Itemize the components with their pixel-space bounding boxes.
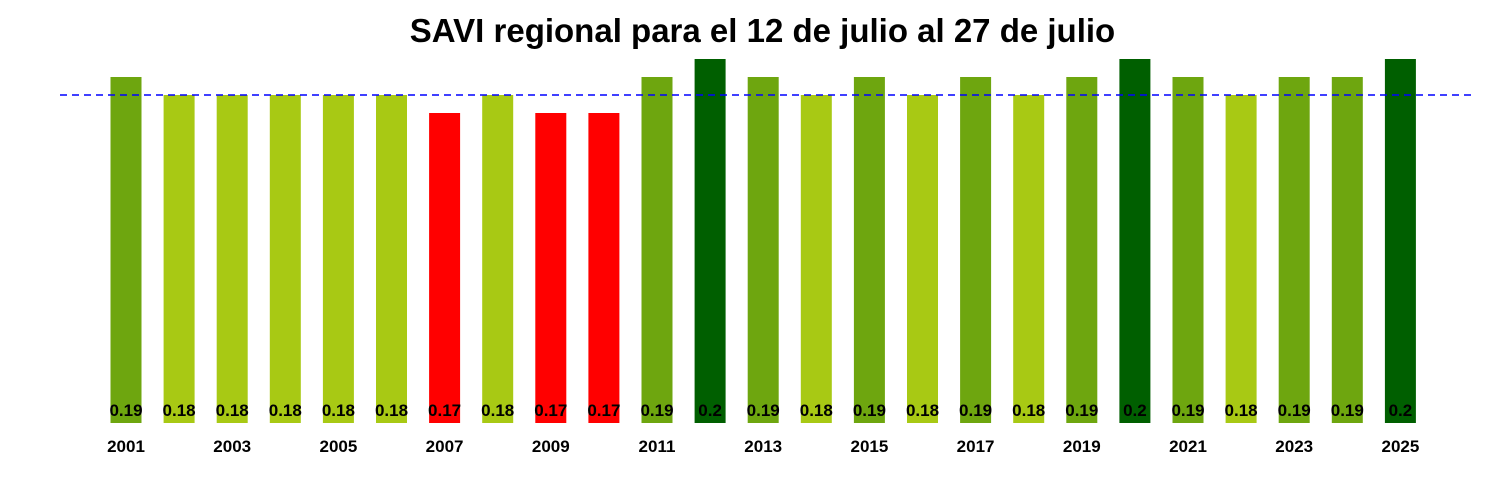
value-label-2012: 0.2 bbox=[698, 401, 722, 420]
bar-2008 bbox=[482, 95, 514, 423]
value-label-2017: 0.19 bbox=[959, 401, 992, 420]
bar-2017 bbox=[960, 77, 992, 423]
value-label-2002: 0.18 bbox=[163, 401, 196, 420]
value-label-2020: 0.2 bbox=[1123, 401, 1147, 420]
value-label-2018: 0.18 bbox=[1012, 401, 1045, 420]
value-label-2003: 0.18 bbox=[216, 401, 249, 420]
chart-title: SAVI regional para el 12 de julio al 27 … bbox=[409, 12, 1116, 49]
bar-2011 bbox=[641, 77, 673, 423]
bar-2024 bbox=[1331, 77, 1363, 423]
tick-label-2007: 2007 bbox=[426, 437, 464, 456]
bar-2020 bbox=[1119, 59, 1151, 423]
bar-2004 bbox=[269, 95, 301, 423]
tick-label-2019: 2019 bbox=[1063, 437, 1101, 456]
tick-label-2025: 2025 bbox=[1381, 437, 1419, 456]
value-label-2019: 0.19 bbox=[1065, 401, 1098, 420]
value-label-2006: 0.18 bbox=[375, 401, 408, 420]
value-label-2007: 0.17 bbox=[428, 401, 461, 420]
tick-label-2003: 2003 bbox=[213, 437, 251, 456]
tick-label-2017: 2017 bbox=[957, 437, 995, 456]
tick-label-2013: 2013 bbox=[744, 437, 782, 456]
tick-label-2005: 2005 bbox=[319, 437, 357, 456]
value-label-2008: 0.18 bbox=[481, 401, 514, 420]
bar-2002 bbox=[163, 95, 195, 423]
value-label-2001: 0.19 bbox=[109, 401, 142, 420]
value-label-2005: 0.18 bbox=[322, 401, 355, 420]
value-labels-group: 0.19 0.18 0.18 0.18 0.18 0.18 0.17 0.18 0.17 0.17… bbox=[109, 401, 1412, 420]
tick-label-2011: 2011 bbox=[639, 437, 676, 456]
bar-2009 bbox=[535, 113, 567, 423]
value-label-2010: 0.17 bbox=[587, 401, 620, 420]
bar-2019 bbox=[1066, 77, 1098, 423]
value-label-2021: 0.19 bbox=[1171, 401, 1204, 420]
bars-group bbox=[110, 59, 1416, 423]
value-label-2025: 0.2 bbox=[1389, 401, 1413, 420]
value-label-2023: 0.19 bbox=[1278, 401, 1311, 420]
value-label-2015: 0.19 bbox=[853, 401, 886, 420]
value-label-2014: 0.18 bbox=[800, 401, 833, 420]
bar-2025 bbox=[1384, 59, 1416, 423]
bar-2018 bbox=[1013, 95, 1045, 423]
tick-label-2021: 2021 bbox=[1169, 437, 1207, 456]
bar-2003 bbox=[216, 95, 248, 423]
value-label-2016: 0.18 bbox=[906, 401, 939, 420]
bar-2015 bbox=[853, 77, 885, 423]
bar-2001 bbox=[110, 77, 142, 423]
bar-2006 bbox=[376, 95, 407, 423]
bar-2010 bbox=[588, 113, 620, 423]
bar-2007 bbox=[429, 113, 461, 423]
bar-2005 bbox=[322, 95, 354, 423]
value-label-2024: 0.19 bbox=[1331, 401, 1364, 420]
bar-2014 bbox=[800, 95, 832, 423]
bar-2021 bbox=[1172, 77, 1204, 423]
value-label-2011: 0.19 bbox=[640, 401, 673, 420]
tick-label-2023: 2023 bbox=[1275, 437, 1313, 456]
bar-2023 bbox=[1278, 77, 1310, 423]
bar-2012 bbox=[694, 59, 726, 423]
bar-2022 bbox=[1225, 95, 1257, 423]
value-label-2022: 0.18 bbox=[1225, 401, 1258, 420]
value-label-2004: 0.18 bbox=[269, 401, 302, 420]
value-label-2013: 0.19 bbox=[747, 401, 780, 420]
value-label-2009: 0.17 bbox=[534, 401, 567, 420]
tick-label-2009: 2009 bbox=[532, 437, 570, 456]
tick-labels-group: 2001 2003 2005 2007 2009 2011 2013 2015 2017 2019… bbox=[107, 437, 1419, 456]
bar-2013 bbox=[747, 77, 779, 423]
tick-label-2015: 2015 bbox=[850, 437, 888, 456]
tick-label-2001: 2001 bbox=[107, 437, 145, 456]
bar-2016 bbox=[907, 95, 938, 423]
